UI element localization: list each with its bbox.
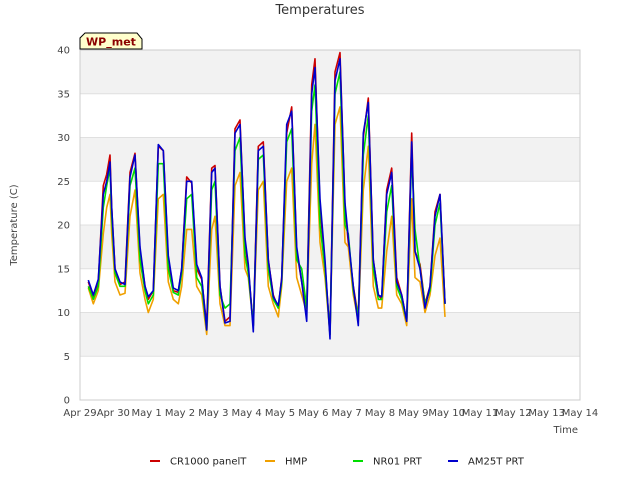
x-tick-label: May 5 [265,408,295,419]
legend-label-am25t-prt: AM25T PRT [468,457,525,468]
x-tick-label: May 6 [298,408,328,419]
series-lines [87,51,446,340]
y-tick-label: 20 [57,221,70,232]
x-tick-label: Apr 30 [97,408,130,419]
y-tick-label: 40 [57,46,70,57]
x-tick-label: May 1 [132,408,162,419]
legend: CR1000 panelT HMP NR01 PRT AM25T PRT [150,457,525,468]
x-tick-label: Apr 29 [63,408,96,419]
plot-band [80,50,580,94]
y-axis-title: Temperature (C) [9,184,20,266]
x-tick-label: May 13 [528,408,565,419]
chart-title: Temperatures [274,3,364,18]
y-tick-label: 35 [57,89,70,100]
legend-label-cr1000-panelt: CR1000 panelT [170,457,247,468]
y-tick-label: 5 [64,352,70,363]
x-tick-label: May 3 [198,408,228,419]
wp-met-badge: WP_met [79,32,143,50]
plot-frame [79,49,581,401]
x-tick-label: May 8 [365,408,395,419]
x-tick-label: May 4 [232,408,262,419]
x-tick-label: May 7 [332,408,362,419]
x-axis-title: Time [553,425,578,436]
badge-label: WP_met [86,36,136,49]
badge-shape [79,32,143,50]
legend-label-hmp: HMP [285,457,307,468]
series-line-hmp [87,106,446,336]
y-tick-label: 25 [57,177,70,188]
x-tick-label: May 10 [428,408,465,419]
y-tick-label: 15 [57,264,70,275]
plot-band [80,137,580,182]
x-tick-label: May 14 [562,408,599,419]
y-tick-label: 10 [57,308,70,319]
x-axis-ticks: Apr 29 Apr 30 May 1 May 2 May 3 May 4 May 5 May… [63,408,598,419]
legend-label-nr01-prt: NR01 PRT [373,457,423,468]
y-axis-ticks: 0 5 10 15 20 25 30 35 40 [57,46,70,407]
y-tick-label: 30 [57,133,70,144]
x-tick-label: May 9 [398,408,428,419]
series-line-am25t-prt [87,57,446,340]
x-tick-label: May 12 [495,408,532,419]
x-tick-label: May 2 [165,408,195,419]
y-tick-label: 0 [64,396,70,407]
x-tick-label: May 11 [462,408,499,419]
plot-band [80,225,580,269]
